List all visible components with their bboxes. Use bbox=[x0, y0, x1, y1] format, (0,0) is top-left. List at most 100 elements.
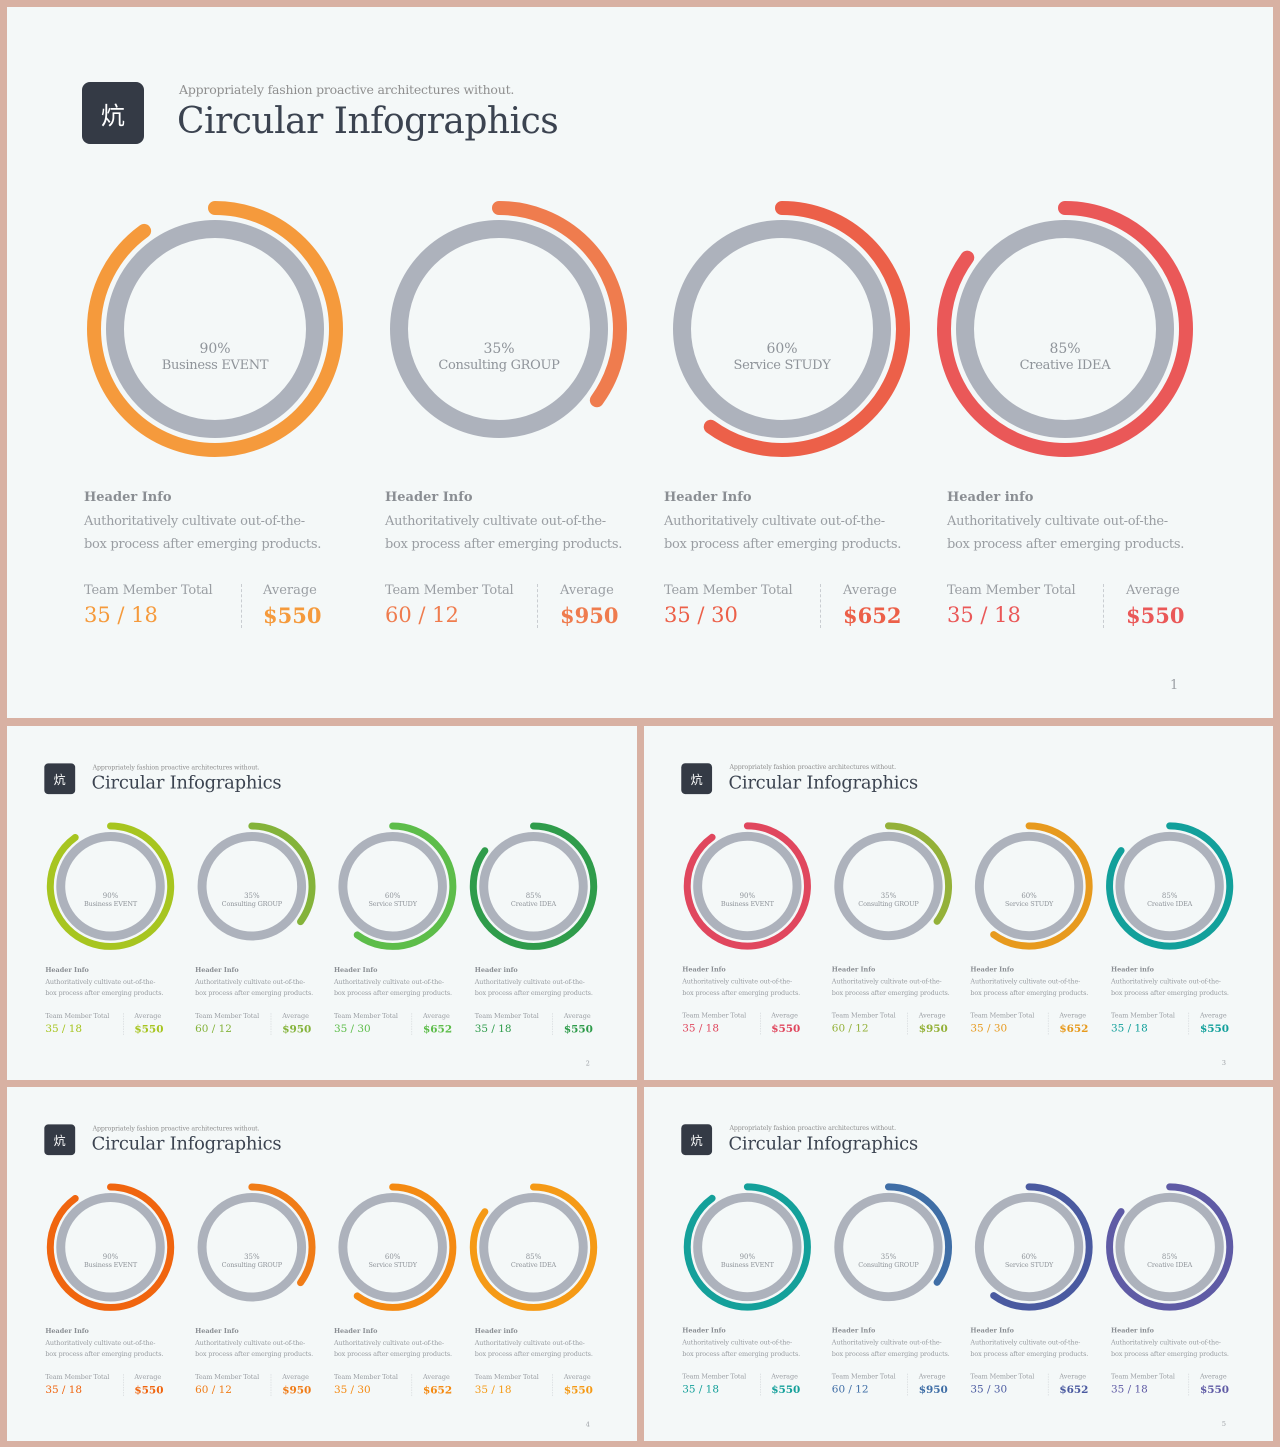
item-header: Header Info bbox=[195, 966, 239, 974]
item-header: Header Info bbox=[45, 1327, 89, 1335]
description-line: box process after emerging products. bbox=[45, 1350, 164, 1359]
team-member-value: 60 / 12 bbox=[831, 1383, 869, 1396]
ring-percent: 90% bbox=[199, 341, 231, 357]
description-line: Authoritatively cultivate out-of-the- bbox=[333, 978, 444, 986]
team-member-label: Team Member Total bbox=[831, 1373, 896, 1381]
team-member-label: Team Member Total bbox=[385, 583, 514, 598]
description-line: box process after emerging products. bbox=[831, 1350, 950, 1358]
average-value: $550 bbox=[771, 1022, 801, 1035]
ring-track bbox=[56, 1192, 165, 1302]
ring-label: Consulting GROUP bbox=[221, 900, 283, 909]
item-header: Header Info bbox=[831, 965, 876, 974]
average-value: $950 bbox=[282, 1022, 312, 1036]
ring-progress-arc bbox=[371, 201, 627, 457]
team-member-value: 60 / 12 bbox=[195, 1022, 232, 1035]
average-label: Average bbox=[771, 1012, 798, 1020]
average-label: Average bbox=[918, 1373, 946, 1381]
progress-ring bbox=[654, 201, 910, 457]
item-description: Authoritatively cultivate out-of-the- bo… bbox=[334, 976, 463, 999]
progress-ring bbox=[824, 1183, 953, 1311]
ring-percent: 35% bbox=[244, 1253, 260, 1262]
average-label: Average bbox=[843, 583, 897, 598]
team-member-value: 60 / 12 bbox=[385, 603, 459, 627]
average-label: Average bbox=[282, 1012, 310, 1021]
team-member-value: 35 / 30 bbox=[333, 1022, 371, 1035]
slide-subtitle: Appropriately fashion proactive architec… bbox=[92, 763, 260, 771]
description-line: Authoritatively cultivate out-of-the- bbox=[385, 514, 606, 529]
item-description: Authoritatively cultivate out-of-the- bo… bbox=[664, 510, 924, 556]
progress-ring bbox=[683, 1183, 811, 1311]
page-number: 4 bbox=[585, 1420, 590, 1429]
ring-track bbox=[56, 831, 165, 941]
average-value: $652 bbox=[423, 1022, 453, 1036]
team-member-value: 35 / 18 bbox=[474, 1383, 512, 1396]
ring-label: Creative IDEA bbox=[1147, 1261, 1193, 1269]
average-value: $550 bbox=[1126, 603, 1185, 628]
description-line: Authoritatively cultivate out-of-the- bbox=[947, 514, 1168, 529]
item-description: Authoritatively cultivate out-of-the- bo… bbox=[832, 1337, 961, 1360]
team-member-label: Team Member Total bbox=[195, 1373, 260, 1382]
item-description: Authoritatively cultivate out-of-the- bo… bbox=[947, 510, 1207, 556]
average-value: $950 bbox=[560, 603, 619, 628]
ring-progress-arc bbox=[328, 822, 457, 950]
ring-label: Service STUDY bbox=[1004, 1261, 1054, 1269]
average-value: $550 bbox=[1199, 1383, 1230, 1396]
progress-ring bbox=[965, 822, 1093, 950]
progress-ring bbox=[371, 201, 627, 457]
ring-percent: 60% bbox=[384, 892, 401, 901]
ring-progress-arc bbox=[1106, 822, 1234, 950]
item-description: Authoritatively cultivate out-of-the- bo… bbox=[682, 1337, 811, 1360]
team-member-value: 60 / 12 bbox=[195, 1383, 232, 1396]
page-number: 1 bbox=[1170, 678, 1179, 693]
ring-progress-arc bbox=[824, 822, 953, 950]
progress-ring bbox=[188, 822, 316, 950]
progress-ring bbox=[469, 1183, 598, 1311]
description-line: box process after emerging products. bbox=[682, 1350, 801, 1358]
average-value: $652 bbox=[1059, 1022, 1089, 1035]
item-description: Authoritatively cultivate out-of-the- bo… bbox=[832, 976, 961, 999]
average-label: Average bbox=[1199, 1373, 1227, 1381]
ring-track bbox=[106, 220, 324, 438]
slide-subtitle: Appropriately fashion proactive architec… bbox=[179, 82, 515, 97]
ring-label: Consulting GROUP bbox=[438, 358, 560, 373]
ring-progress-arc bbox=[469, 822, 598, 950]
team-member-label: Team Member Total bbox=[831, 1012, 896, 1020]
ring-percent: 85% bbox=[1049, 341, 1081, 357]
average-label: Average bbox=[1126, 583, 1180, 598]
ring-progress-arc bbox=[328, 1183, 457, 1311]
dashed-divider bbox=[820, 584, 821, 628]
logo-icon: 炕 bbox=[82, 82, 144, 144]
item-description: Authoritatively cultivate out-of-the- bo… bbox=[195, 1337, 324, 1360]
description-line: Authoritatively cultivate out-of-the- bbox=[45, 1339, 156, 1347]
item-header: Header info bbox=[474, 1327, 518, 1335]
item-header: Header info bbox=[1111, 965, 1154, 974]
ring-label: Business EVENT bbox=[84, 1261, 138, 1270]
page-number: 2 bbox=[585, 1059, 590, 1068]
average-label: Average bbox=[1059, 1012, 1087, 1020]
ring-percent: 60% bbox=[1021, 1252, 1037, 1261]
ring-percent: 35% bbox=[880, 1252, 897, 1261]
progress-ring bbox=[937, 201, 1193, 457]
ring-percent: 60% bbox=[1021, 891, 1037, 900]
item-description: Authoritatively cultivate out-of-the- bo… bbox=[970, 1337, 1099, 1360]
ring-track bbox=[1115, 831, 1224, 941]
ring-percent: 85% bbox=[525, 1253, 542, 1262]
progress-ring bbox=[87, 201, 343, 457]
ring-label: Business EVENT bbox=[84, 900, 138, 909]
average-value: $550 bbox=[771, 1383, 801, 1396]
average-value: $652 bbox=[1059, 1383, 1089, 1396]
ring-label: Service STUDY bbox=[733, 358, 831, 373]
description-line: Authoritatively cultivate out-of-the- bbox=[831, 977, 942, 986]
ring-progress-arc bbox=[965, 1183, 1093, 1311]
logo-icon: 炕 bbox=[681, 763, 713, 795]
ring-label: Creative IDEA bbox=[510, 900, 557, 909]
item-header: Header Info bbox=[84, 490, 172, 505]
ring-percent: 90% bbox=[739, 891, 756, 900]
average-label: Average bbox=[918, 1012, 946, 1020]
average-label: Average bbox=[563, 1012, 591, 1021]
slide-title: Circular Infographics bbox=[177, 101, 559, 142]
description-line: box process after emerging products. bbox=[333, 1350, 452, 1359]
item-header: Header Info bbox=[831, 1326, 876, 1335]
ring-percent: 85% bbox=[1161, 1252, 1178, 1261]
item-header: Header Info bbox=[45, 966, 89, 974]
